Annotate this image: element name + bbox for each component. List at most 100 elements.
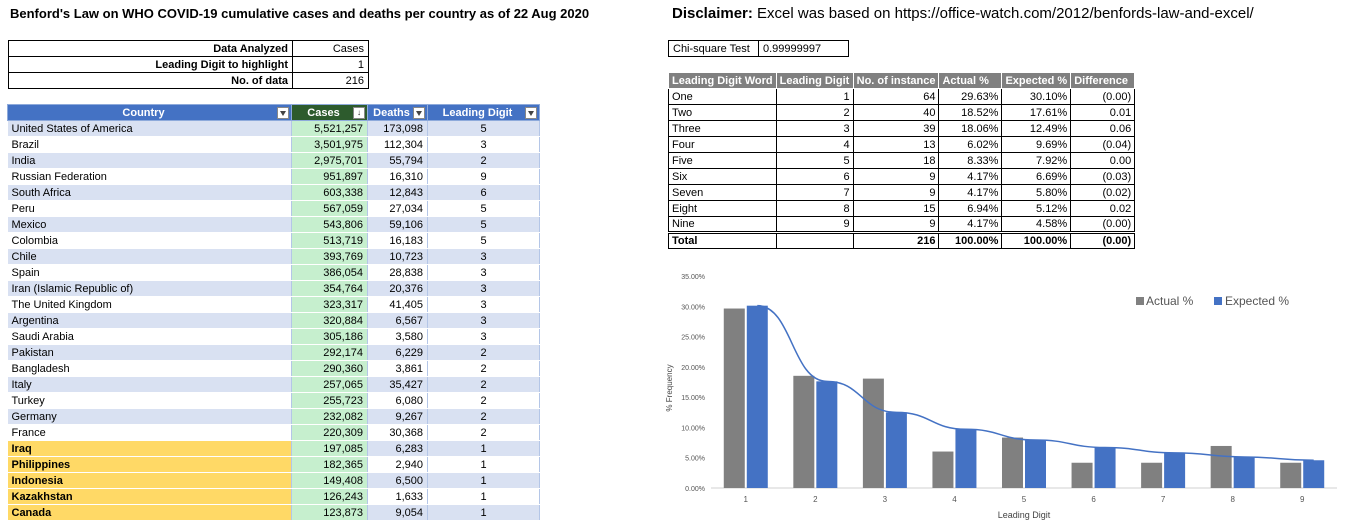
deaths-column-header[interactable]: Deaths [367,104,428,121]
benford-diff-cell[interactable]: (0.02) [1070,184,1136,201]
leading-digit-cell[interactable]: 3 [427,136,540,153]
benford-expected-cell[interactable]: 9.69% [1001,136,1072,153]
cases-cell[interactable]: 220,309 [291,424,368,441]
cases-cell[interactable]: 255,723 [291,392,368,409]
benford-word-cell[interactable]: Six [668,168,777,185]
cases-cell[interactable]: 951,897 [291,168,368,185]
cases-cell[interactable]: 567,059 [291,200,368,217]
cases-cell[interactable]: 257,065 [291,376,368,393]
benford-actual-cell[interactable]: 29.63% [938,88,1003,105]
expected-bar[interactable] [1303,460,1325,488]
benford-expected-cell[interactable]: 12.49% [1001,120,1072,137]
cases-cell[interactable]: 123,873 [291,504,368,521]
country-cell[interactable]: Kazakhstan [7,488,292,505]
filter-dropdown-icon[interactable] [413,107,425,119]
country-column-header[interactable]: Country [7,104,292,121]
leading-digit-cell[interactable]: 3 [427,264,540,281]
expected-bar[interactable] [1094,447,1116,488]
country-cell[interactable]: Italy [7,376,292,393]
country-cell[interactable]: Brazil [7,136,292,153]
country-cell[interactable]: Colombia [7,232,292,249]
summary-label[interactable]: No. of data [8,72,293,89]
benford-header-cell[interactable]: Difference [1070,72,1136,89]
benford-digit-cell[interactable]: 7 [775,184,854,201]
benford-digit-cell[interactable]: 1 [775,88,854,105]
benford-actual-cell[interactable]: 4.17% [938,184,1003,201]
country-cell[interactable]: France [7,424,292,441]
deaths-cell[interactable]: 55,794 [367,152,428,169]
cases-cell[interactable]: 5,521,257 [291,120,368,137]
deaths-cell[interactable]: 27,034 [367,200,428,217]
actual-bar[interactable] [932,451,954,488]
actual-bar[interactable] [723,308,745,488]
cases-cell[interactable]: 513,719 [291,232,368,249]
cases-cell[interactable]: 323,317 [291,296,368,313]
deaths-cell[interactable]: 41,405 [367,296,428,313]
deaths-cell[interactable]: 3,580 [367,328,428,345]
expected-bar[interactable] [816,381,838,488]
leading-digit-cell[interactable]: 2 [427,424,540,441]
benford-word-cell[interactable]: Five [668,152,777,169]
country-cell[interactable]: Indonesia [7,472,292,489]
country-cell[interactable]: Turkey [7,392,292,409]
country-cell[interactable]: Chile [7,248,292,265]
benford-count-cell[interactable]: 9 [852,216,940,233]
benford-expected-cell[interactable]: 100.00% [1001,231,1072,249]
benford-digit-cell[interactable]: 4 [775,136,854,153]
leading-digit-cell[interactable]: 9 [427,168,540,185]
benford-diff-cell[interactable]: (0.00) [1070,231,1136,249]
leading-digit-cell[interactable]: 2 [427,376,540,393]
benford-expected-cell[interactable]: 17.61% [1001,104,1072,121]
benford-actual-cell[interactable]: 4.17% [938,168,1003,185]
sort-descending-icon[interactable]: ↓ [353,107,365,119]
benford-diff-cell[interactable]: 0.00 [1070,152,1136,169]
leading-digit-cell[interactable]: 3 [427,296,540,313]
actual-bar[interactable] [793,375,815,488]
deaths-cell[interactable]: 6,080 [367,392,428,409]
benford-actual-cell[interactable]: 6.02% [938,136,1003,153]
deaths-cell[interactable]: 9,054 [367,504,428,521]
leading-digit-cell[interactable]: 2 [427,408,540,425]
benford-count-cell[interactable]: 15 [852,200,940,217]
deaths-cell[interactable]: 6,229 [367,344,428,361]
benford-header-cell[interactable]: Expected % [1001,72,1072,89]
benford-diff-cell[interactable]: (0.00) [1070,216,1136,233]
chi-square-value[interactable]: 0.99999997 [758,40,849,57]
benford-diff-cell[interactable]: 0.01 [1070,104,1136,121]
benford-word-cell[interactable]: Eight [668,200,777,217]
cases-column-header[interactable]: Cases ↓ [291,104,368,121]
benford-actual-cell[interactable]: 6.94% [938,200,1003,217]
benford-word-cell[interactable]: Seven [668,184,777,201]
deaths-cell[interactable]: 6,567 [367,312,428,329]
summary-value[interactable]: 216 [292,72,369,89]
leading-digit-cell[interactable]: 3 [427,312,540,329]
country-cell[interactable]: Peru [7,200,292,217]
benford-count-cell[interactable]: 9 [852,168,940,185]
benford-digit-cell[interactable] [775,231,854,249]
leading-digit-cell[interactable]: 2 [427,360,540,377]
benford-count-cell[interactable]: 9 [852,184,940,201]
benford-diff-cell[interactable]: (0.04) [1070,136,1136,153]
deaths-cell[interactable]: 6,283 [367,440,428,457]
summary-label[interactable]: Data Analyzed [8,40,293,57]
cases-cell[interactable]: 386,054 [291,264,368,281]
benford-header-cell[interactable]: Leading Digit [775,72,854,89]
country-cell[interactable]: Pakistan [7,344,292,361]
benford-header-cell[interactable]: Leading Digit Word [668,72,777,89]
benford-expected-cell[interactable]: 4.58% [1001,216,1072,233]
deaths-cell[interactable]: 12,843 [367,184,428,201]
leading-digit-cell[interactable]: 5 [427,120,540,137]
expected-bar[interactable] [955,429,977,488]
country-cell[interactable]: Russian Federation [7,168,292,185]
leading-digit-cell[interactable]: 1 [427,488,540,505]
deaths-cell[interactable]: 173,098 [367,120,428,137]
benford-expected-cell[interactable]: 5.80% [1001,184,1072,201]
benford-count-cell[interactable]: 216 [852,231,940,249]
leading-digit-cell[interactable]: 3 [427,248,540,265]
leading-digit-cell[interactable]: 5 [427,216,540,233]
actual-bar[interactable] [1141,462,1163,488]
filter-dropdown-icon[interactable] [525,107,537,119]
leading-digit-cell[interactable]: 1 [427,440,540,457]
benford-word-cell[interactable]: Two [668,104,777,121]
country-cell[interactable]: Argentina [7,312,292,329]
